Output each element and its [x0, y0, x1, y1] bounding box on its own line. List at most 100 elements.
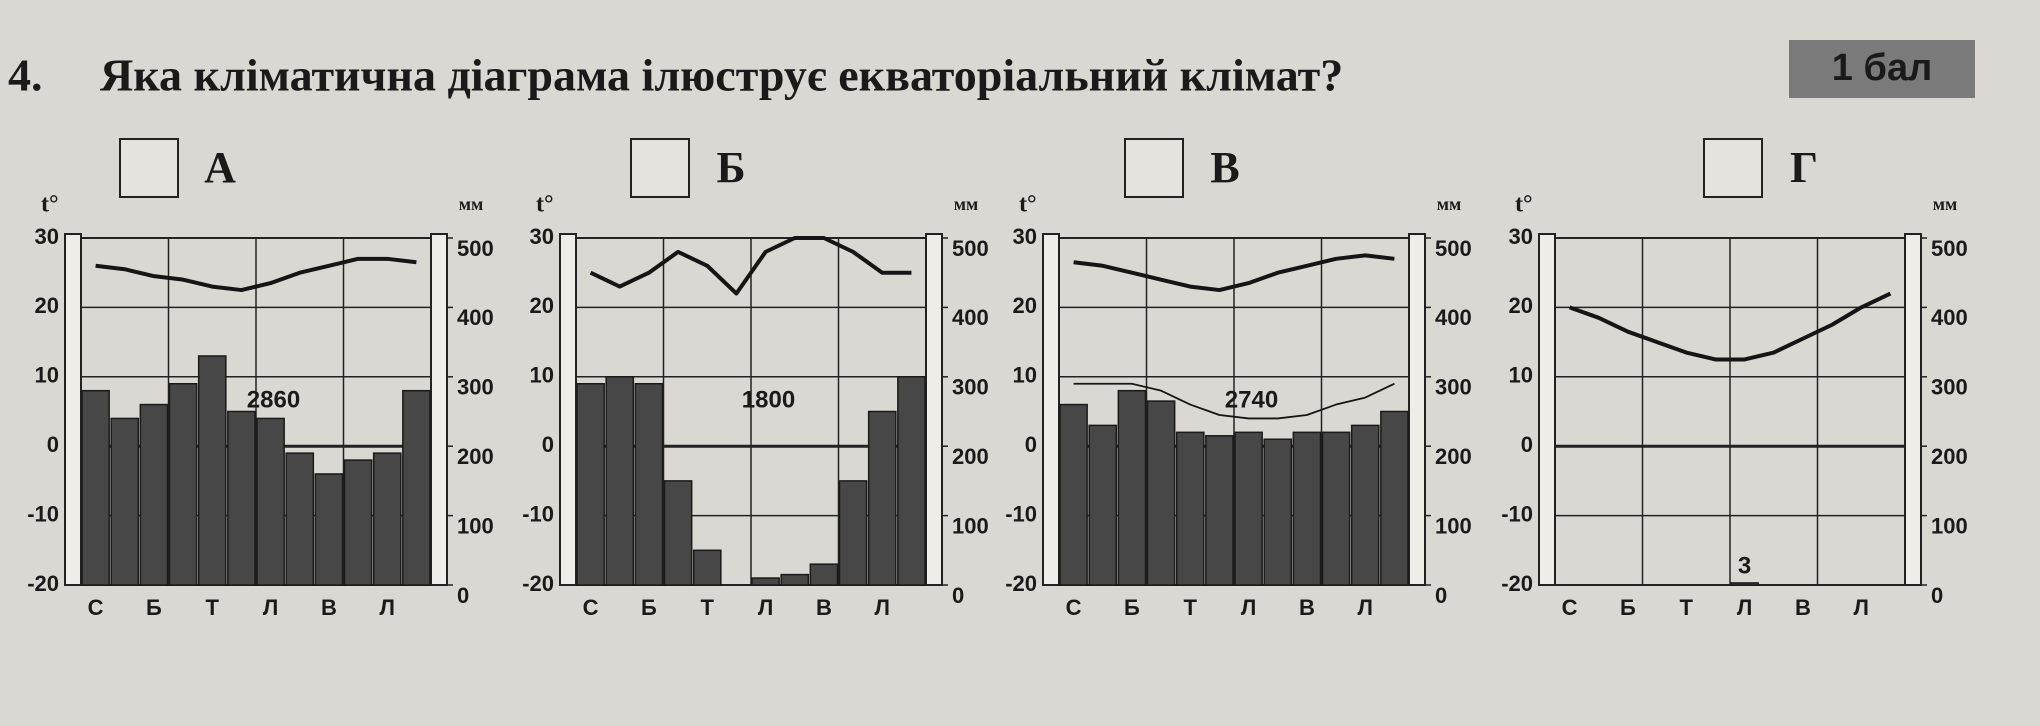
precipitation-bar: [605, 376, 635, 586]
precipitation-bar: [110, 417, 140, 586]
right-column: [925, 233, 943, 586]
y2-tick-label: 200: [1435, 444, 1472, 469]
annual-total: 3: [1738, 552, 1751, 579]
left-column: [1538, 233, 1556, 586]
question-number: 4.: [8, 50, 43, 101]
precipitation-bar: [256, 417, 285, 586]
temperature-line: [1073, 253, 1395, 293]
y2-tick-label: 200: [457, 444, 494, 469]
y-tick-label: 30: [530, 224, 554, 249]
precipitation-bar: [1088, 424, 1118, 586]
x-tick-label: Б: [641, 595, 657, 620]
x-tick-label: Т: [1680, 595, 1694, 620]
question-text: Яка кліматична діаграма ілюструє екватор…: [100, 50, 1343, 101]
x-tick-label: В: [1795, 595, 1811, 620]
x-tick-label: В: [1299, 595, 1315, 620]
y2-axis-label: мм: [1437, 194, 1462, 214]
precipitation-bar: [343, 459, 373, 586]
checkbox[interactable]: [119, 138, 179, 198]
x-tick-label: Т: [1184, 595, 1198, 620]
y-tick-label: 0: [47, 432, 59, 457]
y2-tick-label: 300: [952, 375, 989, 400]
checkbox[interactable]: [1703, 138, 1763, 198]
y-tick-label: 20: [35, 293, 59, 318]
precipitation-bar: [402, 389, 431, 586]
y-tick-label: -10: [27, 501, 59, 526]
y2-tick-label: 400: [1931, 305, 1968, 330]
x-tick-label: Л: [758, 595, 773, 620]
precipitation-bar: [634, 382, 664, 586]
y2-tick-label: 0: [1435, 583, 1447, 608]
y2-axis-label: мм: [954, 194, 979, 214]
left-column: [1042, 233, 1060, 586]
x-tick-label: Л: [1854, 595, 1869, 620]
option-letter: Б: [716, 143, 745, 192]
precipitation-bar: [314, 473, 344, 586]
precipitation-bar: [897, 376, 926, 586]
y-tick-label: -10: [1005, 501, 1037, 526]
y-tick-label: -10: [522, 501, 554, 526]
precipitation-bar: [1234, 431, 1263, 586]
precipitation-bar: [1175, 431, 1205, 586]
x-tick-label: Б: [146, 595, 162, 620]
y-tick-label: 20: [1509, 293, 1533, 318]
x-tick-label: Л: [1358, 595, 1373, 620]
annual-total: 1800: [742, 386, 795, 413]
checkbox[interactable]: [630, 138, 690, 198]
y-tick-label: -10: [1501, 501, 1533, 526]
y2-tick-label: 100: [1435, 513, 1472, 538]
option-letter: Г: [1790, 143, 1818, 192]
y-tick-label: 10: [35, 363, 59, 388]
left-column: [559, 233, 577, 586]
x-tick-label: Л: [1737, 595, 1752, 620]
y2-tick-label: 0: [457, 583, 469, 608]
precipitation-bar: [867, 410, 897, 586]
x-tick-label: В: [321, 595, 337, 620]
precipitation-bar: [81, 389, 110, 586]
precipitation-bar: [809, 563, 839, 586]
x-tick-label: Л: [1241, 595, 1256, 620]
y2-tick-label: 200: [1931, 444, 1968, 469]
y-tick-label: -20: [1005, 571, 1037, 596]
y-tick-label: 30: [35, 224, 59, 249]
y2-tick-label: 200: [952, 444, 989, 469]
precipitation-bar: [1380, 410, 1409, 586]
y2-tick-label: 300: [457, 375, 494, 400]
temperature-line: [589, 236, 912, 296]
x-tick-label: С: [1562, 595, 1578, 620]
y2-tick-label: 400: [1435, 305, 1472, 330]
y2-tick-label: 300: [1931, 375, 1968, 400]
left-column: [64, 233, 82, 586]
y-tick-label: 0: [1521, 432, 1533, 457]
y-tick-label: 20: [530, 293, 554, 318]
y-tick-label: 30: [1013, 224, 1037, 249]
y2-tick-label: 400: [457, 305, 494, 330]
temperature-line: [1568, 291, 1892, 362]
precipitation-bar: [227, 410, 256, 586]
precipitation-bar: [1292, 431, 1322, 586]
y-axis-label: t°: [1019, 192, 1037, 218]
x-tick-label: Т: [206, 595, 220, 620]
y2-tick-label: 300: [1435, 375, 1472, 400]
precipitation-bar: [1263, 438, 1293, 586]
y-tick-label: 0: [542, 432, 554, 457]
x-tick-label: Б: [1620, 595, 1636, 620]
y2-tick-label: 500: [457, 236, 494, 261]
y2-tick-label: 500: [1931, 236, 1968, 261]
right-column: [1408, 233, 1426, 586]
y-tick-label: 30: [1509, 224, 1533, 249]
precipitation-bar: [780, 573, 810, 586]
precipitation-bar: [576, 382, 605, 586]
y2-tick-label: 0: [1931, 583, 1943, 608]
precipitation-bar: [1205, 435, 1234, 586]
precipitation-bar: [692, 549, 722, 586]
y-tick-label: -20: [27, 571, 59, 596]
y-axis-label: t°: [536, 192, 554, 218]
checkbox[interactable]: [1124, 138, 1184, 198]
x-tick-label: Т: [701, 595, 715, 620]
y2-tick-label: 500: [952, 236, 989, 261]
y-tick-label: 10: [530, 363, 554, 388]
precipitation-bar: [663, 480, 693, 586]
